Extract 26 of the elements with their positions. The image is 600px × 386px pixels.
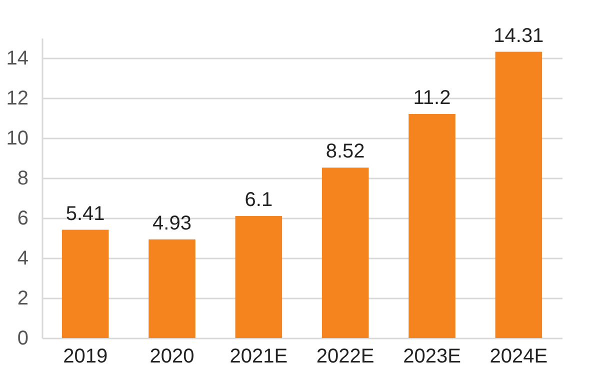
x-tick-label: 2019 xyxy=(63,346,108,368)
data-label: 14.31 xyxy=(494,24,544,47)
x-tick-label: 2022E xyxy=(316,346,374,368)
x-tick-label: 2020 xyxy=(150,346,194,368)
x-tick-label: 2023E xyxy=(403,346,461,368)
data-label: 4.93 xyxy=(152,212,192,234)
data-label: 5.41 xyxy=(66,202,105,225)
y-tick-label: 12 xyxy=(6,88,28,110)
bar xyxy=(495,52,542,338)
bar xyxy=(62,230,109,338)
bar xyxy=(235,216,282,338)
x-tick-label: 2024E xyxy=(490,346,548,368)
y-tick-label: 6 xyxy=(17,208,28,230)
bar xyxy=(148,239,196,338)
data-label: 11.2 xyxy=(413,87,451,109)
y-tick-label: 14 xyxy=(6,48,28,70)
bar xyxy=(408,114,456,338)
y-tick-label: 2 xyxy=(17,288,28,310)
bar xyxy=(322,168,369,338)
data-label: 6.1 xyxy=(244,189,273,211)
y-tick-label: 4 xyxy=(17,248,28,270)
y-tick-label: 8 xyxy=(17,168,28,190)
x-tick-label: 2021E xyxy=(230,346,288,368)
y-tick-label: 0 xyxy=(17,328,28,350)
data-label: 8.52 xyxy=(326,140,365,163)
y-tick-label: 10 xyxy=(6,128,28,150)
